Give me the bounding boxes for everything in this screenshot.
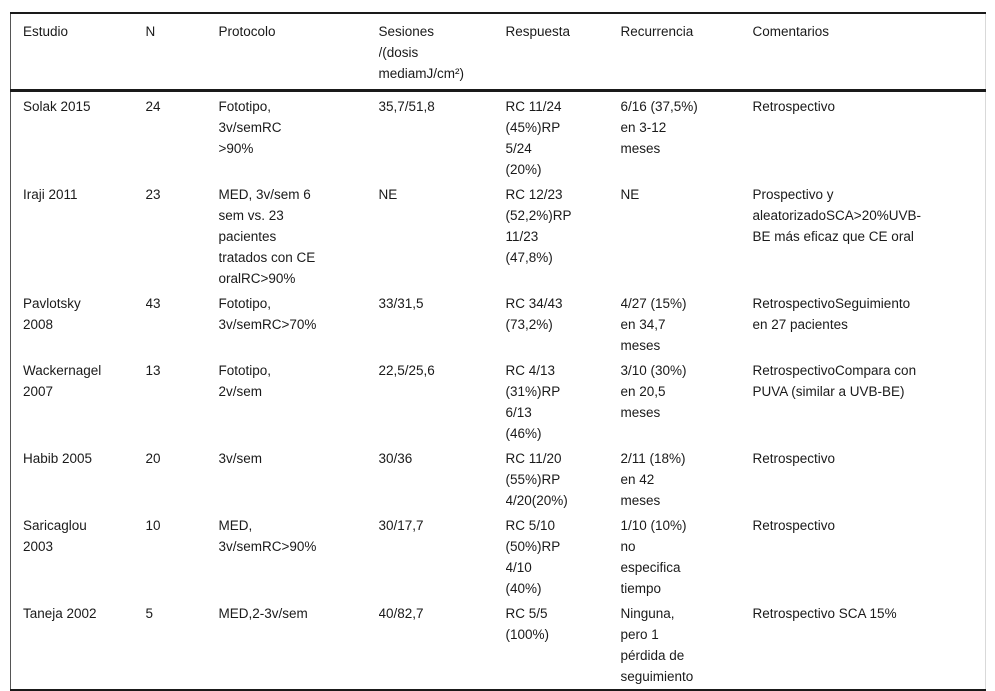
cell-estudio: Iraji 2011 <box>23 187 78 202</box>
cell-respuesta: RC 34/43 (73,2%) <box>505 296 563 332</box>
cell-n: 23 <box>145 187 161 202</box>
cell-sesiones: 33/31,5 <box>378 296 424 311</box>
cell-respuesta: RC 4/13 (31%)RP 6/13 (46%) <box>505 363 561 441</box>
cell-recurrencia: NE <box>620 187 640 202</box>
cell-n: 13 <box>145 363 161 378</box>
column-header-n: N <box>145 13 219 92</box>
table-body: Solak 2015 24 Fototipo, 3v/semRC >90% 35… <box>11 91 986 691</box>
cell-respuesta: RC 5/10 (50%)RP 4/10 (40%) <box>505 518 561 596</box>
cell-recurrencia: 4/27 (15%) en 34,7 meses <box>620 296 687 353</box>
cell-sesiones: 22,5/25,6 <box>378 363 435 378</box>
cell-recurrencia: 1/10 (10%) no especifica tiempo <box>620 518 687 596</box>
cell-n: 20 <box>145 451 161 466</box>
cell-recurrencia: 3/10 (30%) en 20,5 meses <box>620 363 687 420</box>
cell-recurrencia: 6/16 (37,5%) en 3-12 meses <box>620 99 698 156</box>
cell-comentarios: Retrospectivo <box>752 99 836 114</box>
table-row: Wackernagel 2007 13 Fototipo, 2v/sem 22,… <box>11 358 986 446</box>
cell-sesiones: 40/82,7 <box>378 606 424 621</box>
studies-table: Estudio N Protocolo Sesiones /(dosis med… <box>10 12 986 691</box>
cell-protocolo: MED,2-3v/sem <box>218 606 308 621</box>
column-header-protocolo: Protocolo <box>218 13 379 92</box>
cell-comentarios: RetrospectivoSeguimiento en 27 pacientes <box>752 296 911 332</box>
header-row: Estudio N Protocolo Sesiones /(dosis med… <box>10 13 986 92</box>
cell-comentarios: Retrospectivo SCA 15% <box>752 606 897 621</box>
column-header-estudio: Estudio <box>10 13 146 92</box>
cell-protocolo: MED, 3v/sem 6 sem vs. 23 pacientes trata… <box>218 187 316 286</box>
table-row: Taneja 2002 5 MED,2-3v/sem 40/82,7 RC 5/… <box>11 601 986 690</box>
cell-protocolo: Fototipo, 2v/sem <box>218 363 272 399</box>
table-row: Iraji 2011 23 MED, 3v/sem 6 sem vs. 23 p… <box>11 182 986 291</box>
column-header-respuesta: Respuesta <box>505 13 621 92</box>
column-header-recurrencia: Recurrencia <box>620 13 753 92</box>
column-header-sesiones: Sesiones /(dosis mediamJ/cm²) <box>378 13 506 92</box>
cell-protocolo: MED, 3v/semRC>90% <box>218 518 317 554</box>
cell-respuesta: RC 12/23 (52,2%)RP 11/23 (47,8%) <box>505 187 572 265</box>
cell-n: 43 <box>145 296 161 311</box>
cell-respuesta: RC 5/5 (100%) <box>505 606 550 642</box>
cell-sesiones: 35,7/51,8 <box>378 99 435 114</box>
cell-n: 24 <box>145 99 161 114</box>
table-row: Habib 2005 20 3v/sem 30/36 RC 11/20 (55%… <box>11 446 986 513</box>
cell-estudio: Wackernagel 2007 <box>23 363 102 399</box>
cell-n: 10 <box>145 518 161 533</box>
cell-protocolo: Fototipo, 3v/semRC>70% <box>218 296 317 332</box>
cell-comentarios: Retrospectivo <box>752 451 836 466</box>
cell-protocolo: Fototipo, 3v/semRC >90% <box>218 99 282 156</box>
cell-estudio: Habib 2005 <box>23 451 93 466</box>
cell-comentarios: Prospectivo y aleatorizadoSCA>20%UVB- BE… <box>752 187 921 244</box>
cell-sesiones: 30/36 <box>378 451 413 466</box>
cell-estudio: Pavlotsky 2008 <box>23 296 81 332</box>
cell-sesiones: 30/17,7 <box>378 518 424 533</box>
cell-comentarios: Retrospectivo <box>752 518 836 533</box>
cell-protocolo: 3v/sem <box>218 451 263 466</box>
table-row: Pavlotsky 2008 43 Fototipo, 3v/semRC>70%… <box>11 291 986 358</box>
cell-sesiones: NE <box>378 187 398 202</box>
table-row: Solak 2015 24 Fototipo, 3v/semRC >90% 35… <box>11 91 986 183</box>
cell-n: 5 <box>145 606 154 621</box>
cell-respuesta: RC 11/24 (45%)RP 5/24 (20%) <box>505 99 562 177</box>
cell-estudio: Solak 2015 <box>23 99 91 114</box>
cell-estudio: Saricaglou 2003 <box>23 518 87 554</box>
cell-respuesta: RC 11/20 (55%)RP 4/20(20%) <box>505 451 568 508</box>
cell-comentarios: RetrospectivoCompara con PUVA (similar a… <box>752 363 917 399</box>
cell-recurrencia: 2/11 (18%) en 42 meses <box>620 451 686 508</box>
cell-recurrencia: Ninguna, pero 1 pérdida de seguimiento <box>620 606 694 684</box>
cell-estudio: Taneja 2002 <box>23 606 97 621</box>
table-header: Estudio N Protocolo Sesiones /(dosis med… <box>10 13 986 92</box>
column-header-comentarios: Comentarios <box>752 13 986 92</box>
table-row: Saricaglou 2003 10 MED, 3v/semRC>90% 30/… <box>11 513 986 601</box>
